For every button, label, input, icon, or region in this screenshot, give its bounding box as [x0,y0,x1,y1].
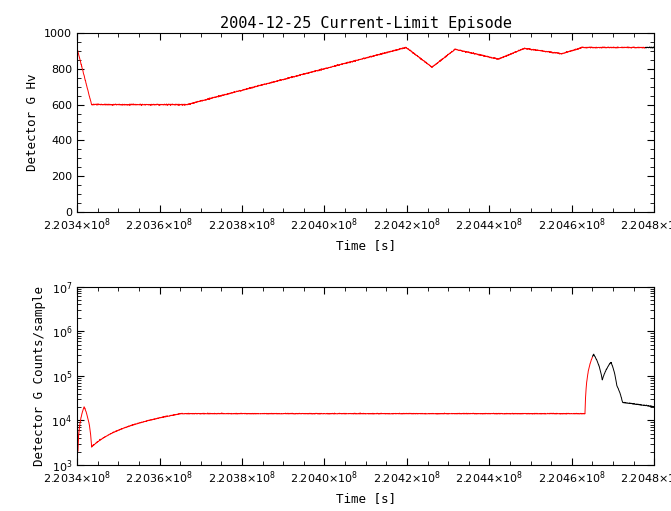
X-axis label: Time [s]: Time [s] [336,239,396,251]
X-axis label: Time [s]: Time [s] [336,492,396,505]
Title: 2004-12-25 Current-Limit Episode: 2004-12-25 Current-Limit Episode [219,16,512,31]
Y-axis label: Detector G Hv: Detector G Hv [25,74,39,171]
Y-axis label: Detector G Counts/sample: Detector G Counts/sample [33,286,46,466]
